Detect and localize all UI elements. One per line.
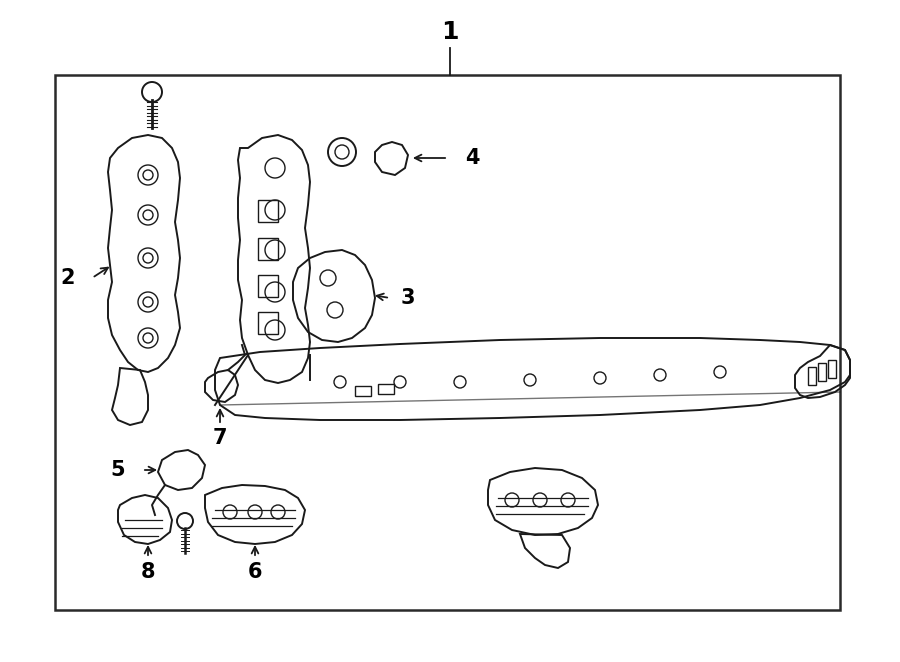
Text: 4: 4: [464, 148, 480, 168]
Text: 3: 3: [400, 288, 415, 308]
Text: 2: 2: [61, 268, 76, 288]
Bar: [828, 360, 836, 378]
Text: 7: 7: [212, 428, 228, 448]
Text: 6: 6: [248, 562, 262, 582]
Bar: [808, 367, 816, 385]
Bar: [55, 75, 840, 610]
Text: 5: 5: [111, 460, 125, 480]
Text: 1: 1: [441, 20, 459, 44]
Text: 8: 8: [140, 562, 156, 582]
Bar: [378, 384, 394, 394]
Bar: [258, 238, 278, 260]
Bar: [818, 363, 826, 381]
Bar: [258, 312, 278, 334]
Bar: [258, 275, 278, 297]
Bar: [258, 200, 278, 222]
Bar: [355, 386, 371, 396]
